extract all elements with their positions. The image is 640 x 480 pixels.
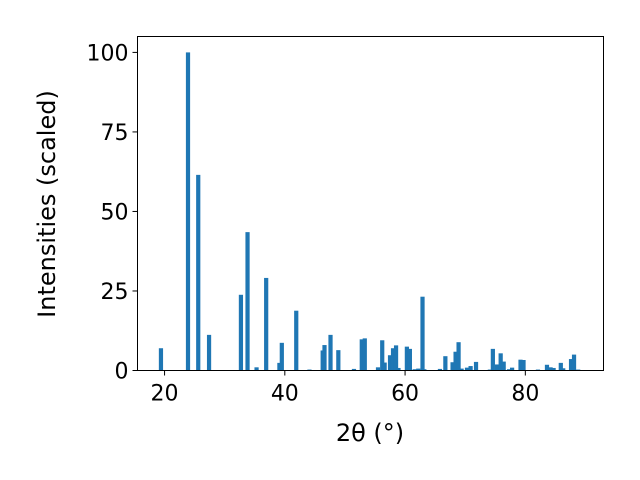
bar: [494, 364, 500, 371]
bar: [510, 367, 515, 371]
bar: [548, 367, 553, 371]
bar: [390, 348, 396, 371]
bar: [420, 296, 425, 371]
x-tick-label: 20: [151, 382, 179, 407]
bar: [473, 361, 479, 371]
bar: [185, 52, 191, 371]
y-tick-label: 75: [101, 121, 129, 146]
y-tick-label: 50: [101, 200, 129, 225]
bar: [544, 364, 550, 371]
bar: [456, 342, 461, 371]
bar: [351, 368, 357, 371]
bar: [206, 334, 212, 371]
bar: [277, 362, 282, 371]
bar: [396, 367, 401, 371]
bar: [416, 368, 421, 371]
bar: [294, 310, 299, 371]
bar: [375, 367, 381, 371]
bar: [422, 369, 427, 371]
bar: [490, 348, 495, 371]
bar: [279, 342, 284, 371]
bar: [404, 346, 409, 371]
bar: [264, 277, 269, 371]
bar: [450, 362, 455, 371]
y-tick-label: 100: [87, 41, 129, 66]
bar: [412, 369, 417, 371]
bar: [380, 340, 385, 371]
bar: [328, 334, 333, 371]
bar: [382, 362, 387, 371]
x-axis-ticks: 20 40 60 80: [151, 370, 539, 407]
y-tick-label: 25: [101, 280, 129, 305]
bar: [459, 368, 464, 371]
bar: [158, 348, 164, 371]
bar: [551, 367, 556, 371]
bar: [362, 338, 367, 371]
bar: [393, 345, 399, 371]
x-tick-label: 80: [511, 382, 539, 407]
bar-series: [158, 52, 581, 371]
bar: [387, 355, 393, 371]
bar: [568, 359, 574, 371]
bar: [196, 174, 201, 371]
bar: [561, 368, 566, 371]
bar: [518, 359, 523, 371]
bar: [443, 356, 448, 371]
plot-frame: [137, 36, 604, 371]
bar: [571, 354, 577, 371]
x-axis-label: 2θ (°): [336, 419, 404, 447]
y-axis-ticks: 0 25 50 75 100: [87, 41, 138, 385]
bar: [468, 366, 473, 371]
y-tick-label: 0: [115, 360, 129, 385]
bar: [464, 367, 470, 371]
bar: [245, 232, 250, 371]
bar: [501, 361, 506, 371]
bar: [498, 353, 503, 371]
x-tick-label: 60: [391, 382, 419, 407]
bar: [437, 368, 443, 371]
bar: [506, 369, 512, 371]
bar: [558, 362, 563, 371]
x-tick-label: 40: [271, 382, 299, 407]
bar: [407, 348, 412, 371]
bar: [254, 367, 259, 371]
bar: [238, 294, 244, 371]
bar: [359, 339, 364, 371]
bar: [521, 360, 526, 371]
y-axis-label: Intensities (scaled): [33, 90, 61, 318]
bar: [453, 351, 458, 371]
bar: [336, 350, 341, 371]
bar: [322, 345, 327, 371]
